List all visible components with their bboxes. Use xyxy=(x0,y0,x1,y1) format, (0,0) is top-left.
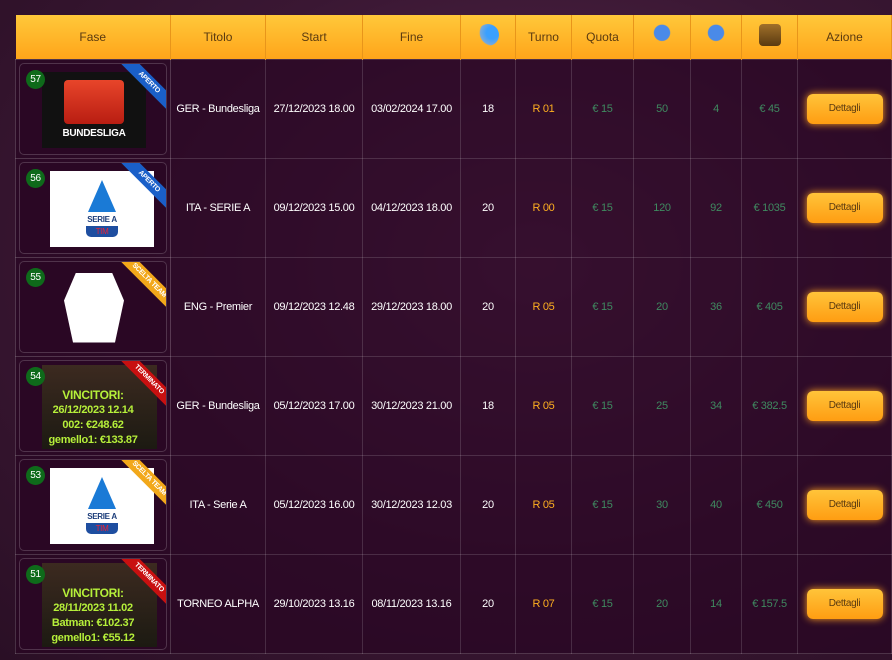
users-cell: 20 xyxy=(633,553,691,654)
players-cell: 20 xyxy=(460,157,516,258)
turno-cell: R 07 xyxy=(515,553,572,654)
titolo-cell: ITA - Serie A xyxy=(170,454,266,555)
user-check-icon xyxy=(651,24,673,47)
titolo-cell: TORNEO ALPHA xyxy=(170,553,266,654)
tournament-id-badge: 51 xyxy=(26,564,45,584)
start-cell: 29/10/2023 13.16 xyxy=(265,553,363,654)
tournament-id-badge: 56 xyxy=(26,168,45,188)
start-cell: 05/12/2023 16.00 xyxy=(265,454,363,555)
tournament-card[interactable]: 54 VINCITORI: 26/12/2023 12.14 002: €248.62… xyxy=(19,359,167,452)
tournaments-table: Fase Titolo Start Fine Turno Quota Azion… xyxy=(15,15,892,654)
dettagli-button[interactable]: Dettagli xyxy=(806,93,883,124)
dettagli-button[interactable]: Dettagli xyxy=(806,390,883,421)
shares-cell: 40 xyxy=(690,454,742,555)
players-cell: 18 xyxy=(460,58,516,159)
players-cell: 20 xyxy=(460,256,516,357)
shares-cell: 14 xyxy=(690,553,742,654)
fine-cell: 30/12/2023 12.03 xyxy=(362,454,461,555)
tournament-card[interactable]: 57 BUNDESLIGA APERTO xyxy=(19,62,167,155)
table-row: 56 SERIE A TIM APERTO ITA - SERIE A 09/12/2… xyxy=(15,157,892,258)
players-kick-icon xyxy=(477,24,499,47)
col-titolo: Titolo xyxy=(170,15,266,59)
prize-cell: € 157.5 xyxy=(741,553,798,654)
prize-cell: € 405 xyxy=(741,256,798,357)
tournament-id-badge: 54 xyxy=(26,366,45,386)
quota-cell: € 15 xyxy=(571,355,634,456)
quota-cell: € 15 xyxy=(571,58,634,159)
quota-cell: € 15 xyxy=(571,454,634,555)
users-cell: 20 xyxy=(633,256,691,357)
players-cell: 20 xyxy=(460,553,516,654)
prize-cell: € 45 xyxy=(741,58,798,159)
users-cell: 30 xyxy=(633,454,691,555)
table-row: 57 BUNDESLIGA APERTO GER - Bundesliga 27/1… xyxy=(15,58,892,159)
tournament-id-badge: 53 xyxy=(26,465,45,485)
tournament-card[interactable]: 53 SERIE A TIM SCELTA TEAM xyxy=(19,458,167,551)
titolo-cell: ENG - Premier xyxy=(170,256,266,357)
user-share-icon xyxy=(705,24,727,47)
tournament-card[interactable]: 55 SCELTA TEAM xyxy=(19,260,167,353)
titolo-cell: ITA - SERIE A xyxy=(170,157,266,258)
serie-a-logo: SERIE A TIM xyxy=(50,170,154,247)
col-start: Start xyxy=(265,15,363,59)
tournament-card[interactable]: 51 VINCITORI: 28/11/2023 11.02 Batman: €102… xyxy=(19,557,167,650)
start-cell: 09/12/2023 12.48 xyxy=(265,256,363,357)
fine-cell: 08/11/2023 13.16 xyxy=(362,553,461,654)
turno-cell: R 05 xyxy=(515,256,572,357)
turno-cell: R 00 xyxy=(515,157,572,258)
tournament-card[interactable]: 56 SERIE A TIM APERTO xyxy=(19,161,167,254)
table-row: 51 VINCITORI: 28/11/2023 11.02 Batman: €102… xyxy=(15,553,892,654)
turno-cell: R 05 xyxy=(515,454,572,555)
quota-cell: € 15 xyxy=(571,157,634,258)
shares-cell: 34 xyxy=(690,355,742,456)
start-cell: 27/12/2023 18.00 xyxy=(265,58,363,159)
table-row: 55 SCELTA TEAM ENG - Premier 09/12/2023 1… xyxy=(15,256,892,357)
fine-cell: 29/12/2023 18.00 xyxy=(362,256,461,357)
titolo-cell: GER - Bundesliga xyxy=(170,355,266,456)
start-cell: 09/12/2023 15.00 xyxy=(265,157,363,258)
dettagli-button[interactable]: Dettagli xyxy=(806,588,883,619)
table-row: 54 VINCITORI: 26/12/2023 12.14 002: €248.62… xyxy=(15,355,892,456)
table-header: Fase Titolo Start Fine Turno Quota Azion… xyxy=(15,15,892,59)
users-cell: 120 xyxy=(633,157,691,258)
fine-cell: 04/12/2023 18.00 xyxy=(362,157,461,258)
shares-cell: 4 xyxy=(690,58,742,159)
winners-banner: VINCITORI: 28/11/2023 11.02 Batman: €102.3… xyxy=(51,585,135,644)
col-turno: Turno xyxy=(515,15,572,59)
players-cell: 18 xyxy=(460,355,516,456)
col-quota: Quota xyxy=(571,15,634,59)
winners-banner: VINCITORI: 26/12/2023 12.14 002: €248.62 ge… xyxy=(48,387,138,446)
dettagli-button[interactable]: Dettagli xyxy=(806,192,883,223)
fine-cell: 30/12/2023 21.00 xyxy=(362,355,461,456)
bundesliga-logo: BUNDESLIGA xyxy=(42,71,146,148)
col-azione: Azione xyxy=(797,15,892,59)
dettagli-button[interactable]: Dettagli xyxy=(806,489,883,520)
serie-a-logo: SERIE A TIM xyxy=(50,467,154,544)
users-cell: 25 xyxy=(633,355,691,456)
turno-cell: R 01 xyxy=(515,58,572,159)
table-row: 53 SERIE A TIM SCELTA TEAM ITA - Serie A 05… xyxy=(15,454,892,555)
turno-cell: R 05 xyxy=(515,355,572,456)
prize-cell: € 450 xyxy=(741,454,798,555)
titolo-cell: GER - Bundesliga xyxy=(170,58,266,159)
start-cell: 05/12/2023 17.00 xyxy=(265,355,363,456)
prize-cell: € 1035 xyxy=(741,157,798,258)
prize-cell: € 382.5 xyxy=(741,355,798,456)
shares-cell: 92 xyxy=(690,157,742,258)
users-cell: 50 xyxy=(633,58,691,159)
quota-cell: € 15 xyxy=(571,256,634,357)
premier-league-logo xyxy=(42,270,146,346)
treasure-chest-icon xyxy=(758,24,781,47)
col-fine: Fine xyxy=(362,15,461,59)
fine-cell: 03/02/2024 17.00 xyxy=(362,58,461,159)
tournament-id-badge: 57 xyxy=(26,69,45,89)
tournament-id-badge: 55 xyxy=(26,267,45,287)
shares-cell: 36 xyxy=(690,256,742,357)
col-fase: Fase xyxy=(15,15,171,59)
dettagli-button[interactable]: Dettagli xyxy=(806,291,883,322)
quota-cell: € 15 xyxy=(571,553,634,654)
players-cell: 20 xyxy=(460,454,516,555)
